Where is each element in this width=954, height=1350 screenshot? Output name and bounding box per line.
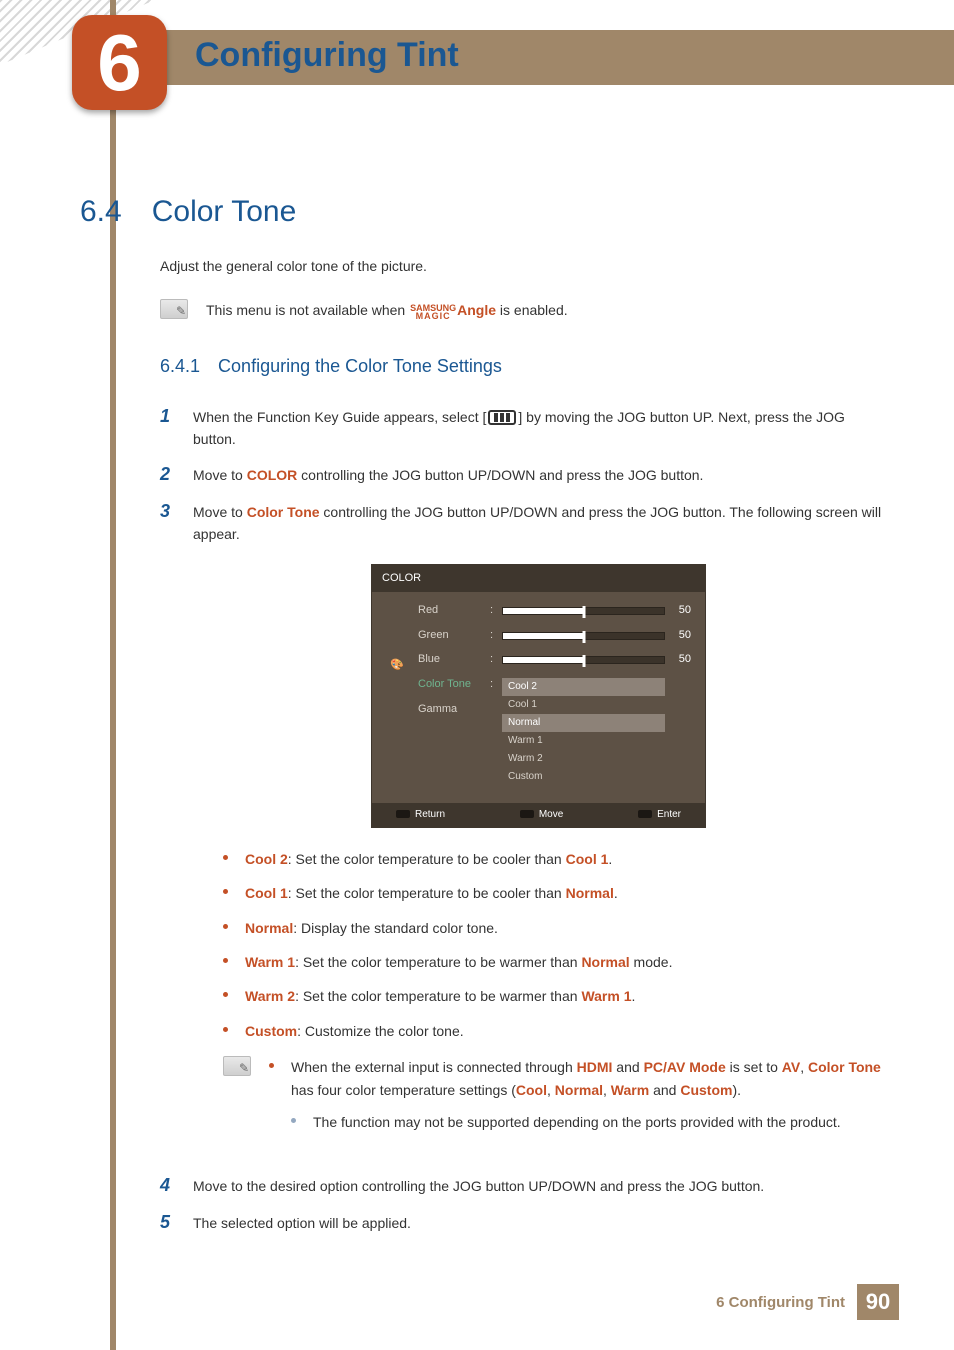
- osd-category-icon: 🎨: [382, 602, 412, 793]
- step-2: 2 Move to COLOR controlling the JOG butt…: [160, 464, 884, 486]
- step-number: 5: [160, 1212, 175, 1234]
- def-normal: Normal: Display the standard color tone.: [223, 917, 884, 939]
- note-hdmi-line1: When the external input is connected thr…: [269, 1056, 884, 1101]
- osd-option-custom: Custom: [502, 768, 665, 786]
- osd-row-green: :50: [490, 627, 691, 645]
- samsung-magic-logo: SAMSUNGMAGIC: [410, 304, 456, 320]
- page-footer: 6 Configuring Tint 90: [716, 1284, 899, 1320]
- intro-text: Adjust the general color tone of the pic…: [160, 255, 884, 277]
- osd-label-colortone: Color Tone: [418, 676, 490, 694]
- note-hdmi-line2: The function may not be supported depend…: [291, 1111, 884, 1133]
- osd-option-cool1: Cool 1: [502, 696, 665, 714]
- def-cool1: Cool 1: Set the color temperature to be …: [223, 882, 884, 904]
- section-number: 6.4: [80, 195, 122, 229]
- osd-footer-move: Move: [520, 807, 563, 823]
- step-4: 4 Move to the desired option controlling…: [160, 1175, 884, 1197]
- osd-row-colortone: : Cool 2 Cool 1 Normal Warm 1 Warm 2 Cus…: [490, 676, 691, 786]
- def-custom: Custom: Customize the color tone.: [223, 1020, 884, 1042]
- osd-screenshot: COLOR 🎨 Red Green Blue Color Tone Gamma …: [371, 564, 706, 828]
- osd-label-red: Red: [418, 602, 490, 620]
- step-body: Move to COLOR controlling the JOG button…: [193, 464, 884, 486]
- note-hdmi: When the external input is connected thr…: [223, 1056, 884, 1143]
- osd-option-warm1: Warm 1: [502, 732, 665, 750]
- step-number: 4: [160, 1175, 175, 1197]
- slider-blue: [502, 656, 665, 664]
- osd-option-warm2: Warm 2: [502, 750, 665, 768]
- note-availability: This menu is not available when SAMSUNGM…: [160, 299, 884, 321]
- osd-footer-enter: Enter: [638, 807, 681, 823]
- osd-label-blue: Blue: [418, 651, 490, 669]
- def-cool2: Cool 2: Set the color temperature to be …: [223, 848, 884, 870]
- step-number: 1: [160, 406, 175, 451]
- section-heading: 6.4 Color Tone: [80, 195, 296, 229]
- body-content: Adjust the general color tone of the pic…: [160, 255, 884, 1248]
- step-number: 3: [160, 501, 175, 1162]
- step-3: 3 Move to Color Tone controlling the JOG…: [160, 501, 884, 1162]
- slider-green: [502, 632, 665, 640]
- osd-title: COLOR: [372, 565, 705, 593]
- osd-row-blue: :50: [490, 651, 691, 669]
- osd-option-cool2: Cool 2: [502, 678, 665, 696]
- osd-label-green: Green: [418, 627, 490, 645]
- step-1: 1 When the Function Key Guide appears, s…: [160, 406, 884, 451]
- subsection-title: Configuring the Color Tone Settings: [218, 352, 502, 381]
- footer-chapter: 6 Configuring Tint: [716, 1294, 845, 1311]
- step-body: Move to the desired option controlling t…: [193, 1175, 884, 1197]
- subsection-number: 6.4.1: [160, 352, 200, 381]
- note-icon: [223, 1056, 251, 1076]
- def-warm1: Warm 1: Set the color temperature to be …: [223, 951, 884, 973]
- chapter-title: Configuring Tint: [195, 36, 459, 75]
- def-warm2: Warm 2: Set the color temperature to be …: [223, 985, 884, 1007]
- osd-footer-return: Return: [396, 807, 445, 823]
- step-body: When the Function Key Guide appears, sel…: [193, 406, 884, 451]
- option-definitions: Cool 2: Set the color temperature to be …: [223, 848, 884, 1042]
- subsection-heading: 6.4.1 Configuring the Color Tone Setting…: [160, 352, 884, 381]
- footer-page-number: 90: [857, 1284, 899, 1320]
- step-5: 5 The selected option will be applied.: [160, 1212, 884, 1234]
- osd-option-normal: Normal: [502, 714, 665, 732]
- chapter-number-badge: 6: [72, 15, 167, 110]
- step-number: 2: [160, 464, 175, 486]
- menu-icon: [488, 410, 516, 425]
- slider-red: [502, 607, 665, 615]
- osd-footer: Return Move Enter: [372, 803, 705, 827]
- osd-label-gamma: Gamma: [418, 701, 490, 719]
- step-body: Move to Color Tone controlling the JOG b…: [193, 501, 884, 1162]
- note-icon: [160, 299, 188, 319]
- note-text: This menu is not available when SAMSUNGM…: [206, 299, 568, 321]
- step-body: The selected option will be applied.: [193, 1212, 884, 1234]
- section-title: Color Tone: [152, 195, 297, 229]
- osd-row-red: :50: [490, 602, 691, 620]
